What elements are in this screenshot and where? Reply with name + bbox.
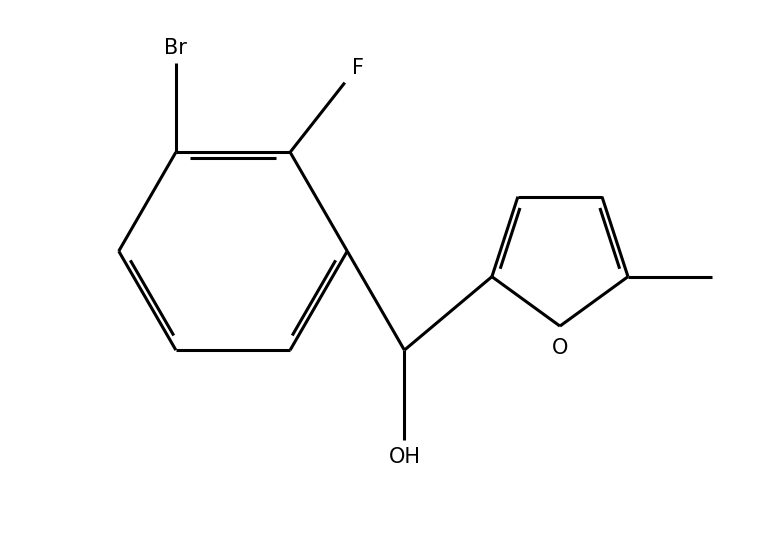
Text: O: O [552, 338, 568, 358]
Text: OH: OH [389, 448, 420, 468]
Text: Br: Br [164, 38, 187, 58]
Text: F: F [351, 58, 364, 78]
